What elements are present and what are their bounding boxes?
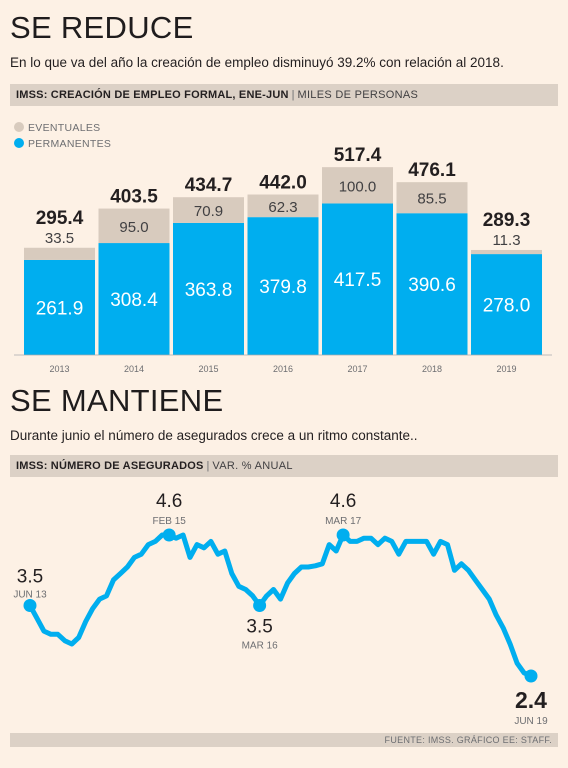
section1-title: SE REDUCE	[10, 10, 194, 45]
label-eventuales-2014: 95.0	[119, 219, 148, 236]
bar-permanentes-2017	[322, 203, 393, 355]
legend-eventuales-swatch	[14, 122, 24, 132]
chart2-source-title: IMSS: NÚMERO DE ASEGURADOS	[16, 460, 204, 472]
chart1-header-separator: |	[291, 89, 295, 101]
legend-permanentes-swatch	[14, 138, 24, 148]
label-eventuales-2018: 85.5	[417, 191, 446, 208]
label-total-2017: 517.4	[334, 145, 382, 166]
legend-permanentes-label: PERMANENTES	[28, 138, 111, 150]
value-label-2015-02: 4.6	[156, 491, 182, 512]
bar-permanentes-2019	[471, 254, 542, 355]
label-total-2019: 289.3	[483, 210, 531, 231]
x-tick-2017: 2017	[347, 364, 367, 374]
label-permanentes-2016: 379.8	[259, 277, 307, 298]
label-eventuales-2013: 33.5	[45, 230, 74, 247]
bar-permanentes-2013	[24, 259, 95, 355]
value-label-2017-03: 4.6	[330, 491, 356, 512]
chart2-unit: VAR. % ANUAL	[212, 460, 293, 472]
label-permanentes-2019: 278.0	[483, 296, 531, 317]
label-eventuales-2016: 62.3	[268, 199, 297, 216]
date-label-2017-03: MAR 17	[325, 516, 362, 527]
bar-eventuales-2017	[322, 167, 393, 204]
x-tick-2018: 2018	[422, 364, 442, 374]
label-permanentes-2015: 363.8	[185, 280, 233, 301]
date-label-2013-06: JUN 13	[13, 590, 47, 601]
bar-eventuales-2013	[24, 247, 95, 260]
marker-2015-02	[162, 528, 176, 542]
label-eventuales-2019: 11.3	[492, 232, 520, 249]
bar-eventuales-2014	[98, 208, 170, 244]
marker-2013-06	[23, 599, 37, 612]
value-label-2016-03: 3.5	[246, 617, 272, 638]
section1-subtitle: En lo que va del año la creación de empl…	[10, 55, 504, 70]
marker-2017-03	[336, 528, 350, 542]
bar-eventuales-2018	[396, 182, 468, 214]
date-label-2019-06: JUN 19	[514, 716, 548, 727]
chart2-header-separator: |	[206, 460, 210, 472]
label-total-2015: 434.7	[185, 175, 233, 196]
bar-permanentes-2018	[396, 213, 468, 355]
x-tick-2016: 2016	[273, 364, 293, 374]
label-permanentes-2014: 308.4	[110, 290, 158, 311]
label-total-2018: 476.1	[408, 160, 456, 181]
chart2-header-band: IMSS: NÚMERO DE ASEGURADOS | VAR. % ANUAL	[10, 455, 558, 477]
date-label-2016-03: MAR 16	[242, 641, 279, 652]
marker-2019-06	[524, 669, 538, 683]
chart1-source-title: IMSS: CREACIÓN DE EMPLEO FORMAL, ENE-JUN	[16, 89, 289, 101]
chart1-header-band: IMSS: CREACIÓN DE EMPLEO FORMAL, ENE-JUN…	[10, 84, 558, 106]
label-eventuales-2017: 100.0	[339, 178, 377, 195]
x-tick-2019: 2019	[496, 364, 516, 374]
label-permanentes-2018: 390.6	[408, 275, 456, 296]
bar-permanentes-2016	[247, 217, 319, 355]
x-tick-2013: 2013	[49, 364, 69, 374]
label-eventuales-2015: 70.9	[194, 203, 223, 220]
legend-eventuales-label: EVENTUALES	[28, 122, 100, 134]
value-label-2013-06: 3.5	[17, 567, 43, 588]
date-label-2015-02: FEB 15	[152, 516, 186, 527]
source-footer: FUENTE: IMSS. GRÁFICO EE: STAFF.	[10, 733, 558, 747]
bar-eventuales-2016	[247, 194, 319, 218]
label-permanentes-2017: 417.5	[334, 270, 382, 291]
x-tick-2015: 2015	[198, 364, 218, 374]
chart1-unit: MILES DE PERSONAS	[297, 89, 419, 101]
section2-subtitle: Durante junio el número de asegurados cr…	[10, 428, 418, 443]
label-permanentes-2013: 261.9	[36, 298, 84, 319]
label-total-2013: 295.4	[36, 208, 84, 229]
value-label-2019-06: 2.4	[515, 687, 547, 713]
marker-2016-03	[253, 599, 267, 612]
bar-permanentes-2014	[98, 243, 170, 355]
section2-title: SE MANTIENE	[10, 383, 224, 418]
line-chart: 3.5 JUN 13 4.6 FEB 15 3.5 MAR 16 4.6 MAR 17 2.4 J…	[13, 491, 548, 727]
bar-eventuales-2015	[173, 197, 244, 223]
label-total-2014: 403.5	[110, 187, 158, 208]
asegurados-line	[27, 532, 534, 679]
x-tick-2014: 2014	[124, 364, 144, 374]
bar-eventuales-2019	[471, 249, 542, 255]
label-total-2016: 442.0	[259, 173, 307, 194]
bar-permanentes-2015	[173, 222, 244, 355]
